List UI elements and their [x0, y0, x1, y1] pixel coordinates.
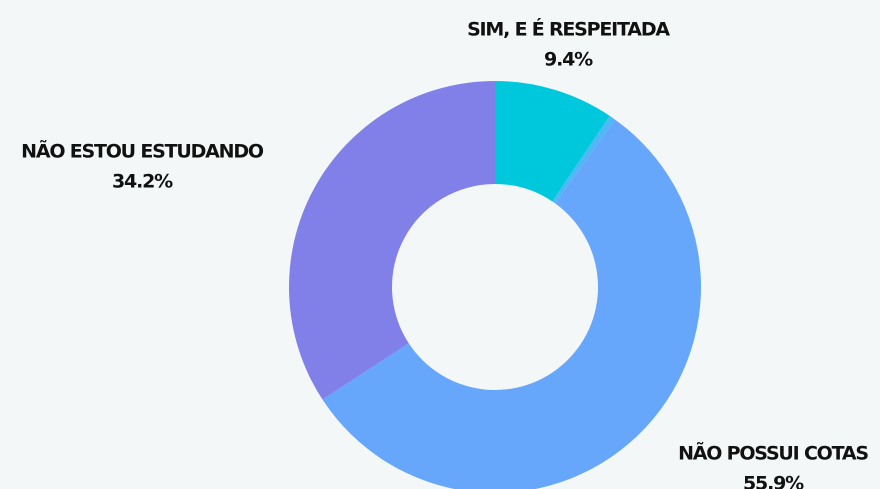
donut-segment	[289, 81, 495, 400]
segment-value: 9.4%	[544, 49, 593, 71]
donut-segment	[495, 81, 610, 202]
segment-label: NÃO POSSUI COTAS	[678, 441, 868, 465]
segment-value: 34.2%	[112, 171, 173, 193]
segment-value: 55.9%	[743, 473, 804, 489]
donut-segment	[322, 119, 701, 489]
segment-label: SIM, E É RESPEITADA	[467, 18, 670, 41]
segment-label: NÃO ESTOU ESTUDANDO	[21, 139, 264, 163]
donut-segment	[552, 115, 616, 204]
